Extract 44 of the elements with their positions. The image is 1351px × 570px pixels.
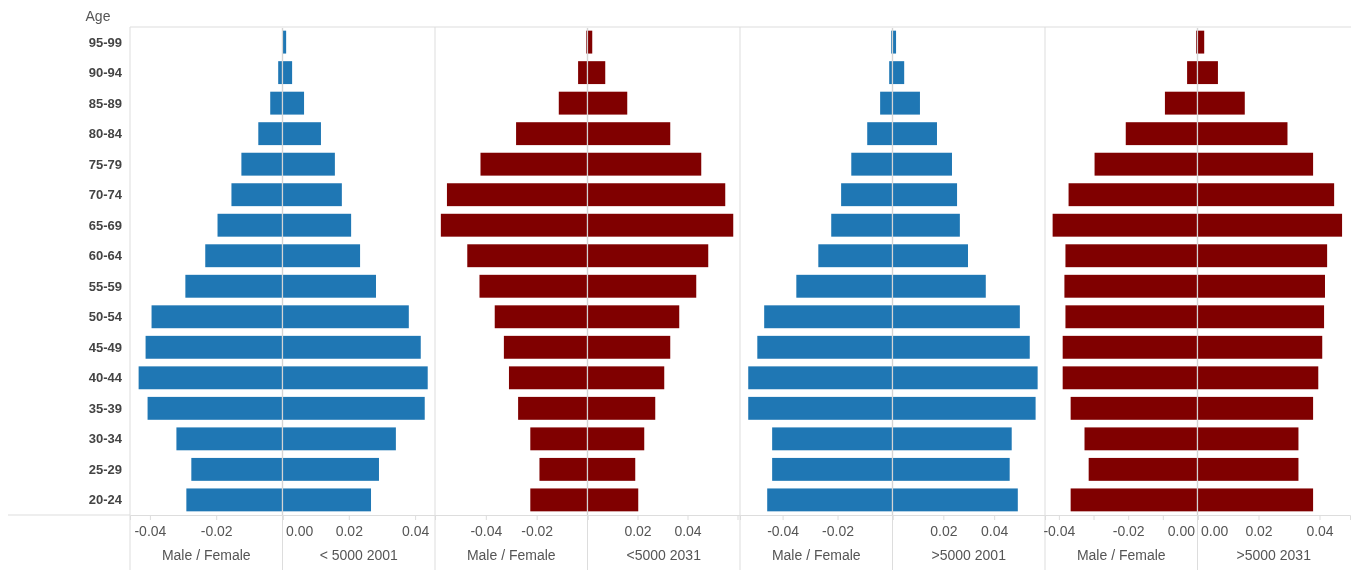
y-tick-label: 30-34	[88, 431, 123, 447]
y-axis-title: Age	[85, 8, 111, 24]
x-tick-label: 0.04	[981, 522, 1009, 539]
y-tick-label: 80-84	[88, 126, 123, 142]
x-axis-title: >5000 2001	[931, 547, 1007, 563]
y-tick-label: 85-89	[88, 95, 122, 111]
x-axis-title: Male / Female	[466, 547, 556, 563]
y-tick-label: 45-49	[88, 339, 122, 355]
x-tick-label: 0.02	[930, 522, 958, 539]
x-tick-label: -0.02	[822, 522, 855, 539]
y-tick-label: 55-59	[88, 278, 122, 294]
x-tick-label: 0.02	[624, 522, 652, 539]
x-tick-label: 0.00	[286, 522, 314, 539]
x-tick-label: 0.04	[1306, 522, 1334, 539]
x-tick-label: -0.04	[134, 522, 167, 539]
x-tick-label: 0.00	[1167, 522, 1196, 539]
x-tick-label: -0.04	[1043, 522, 1076, 539]
x-tick-label: -0.02	[521, 522, 554, 539]
x-axis-title: Male / Female	[771, 547, 861, 563]
x-tick-label: 0.02	[1245, 522, 1273, 539]
x-tick-label: -0.04	[470, 522, 503, 539]
x-tick-label: -0.04	[767, 522, 800, 539]
x-tick-label: 0.02	[335, 522, 364, 539]
y-tick-label: 35-39	[88, 400, 122, 416]
y-tick-label: 50-54	[88, 309, 123, 325]
x-axis-title: <5000 2031	[626, 547, 702, 563]
x-tick-label: 0.04	[674, 522, 702, 539]
x-axis-title: < 5000 2001	[319, 547, 399, 563]
x-tick-label: -0.02	[1112, 522, 1145, 539]
y-tick-label: 90-94	[88, 65, 123, 81]
x-tick-label: 0.00	[1201, 522, 1229, 539]
x-axis-title: Male / Female	[1076, 547, 1166, 563]
y-tick-label: 40-44	[88, 370, 123, 386]
y-tick-label: 60-64	[88, 248, 123, 264]
x-tick-label: 0.04	[401, 522, 430, 539]
y-tick-label: 95-99	[88, 34, 122, 50]
x-axis-title: >5000 2031	[1236, 547, 1312, 563]
y-tick-label: 20-24	[88, 492, 123, 508]
y-tick-label: 65-69	[88, 217, 122, 233]
x-axis-title: Male / Female	[161, 547, 251, 563]
y-tick-label: 70-74	[88, 187, 123, 203]
x-tick-label: -0.02	[200, 522, 233, 539]
y-tick-label: 25-29	[88, 461, 122, 477]
y-tick-label: 75-79	[88, 156, 122, 172]
